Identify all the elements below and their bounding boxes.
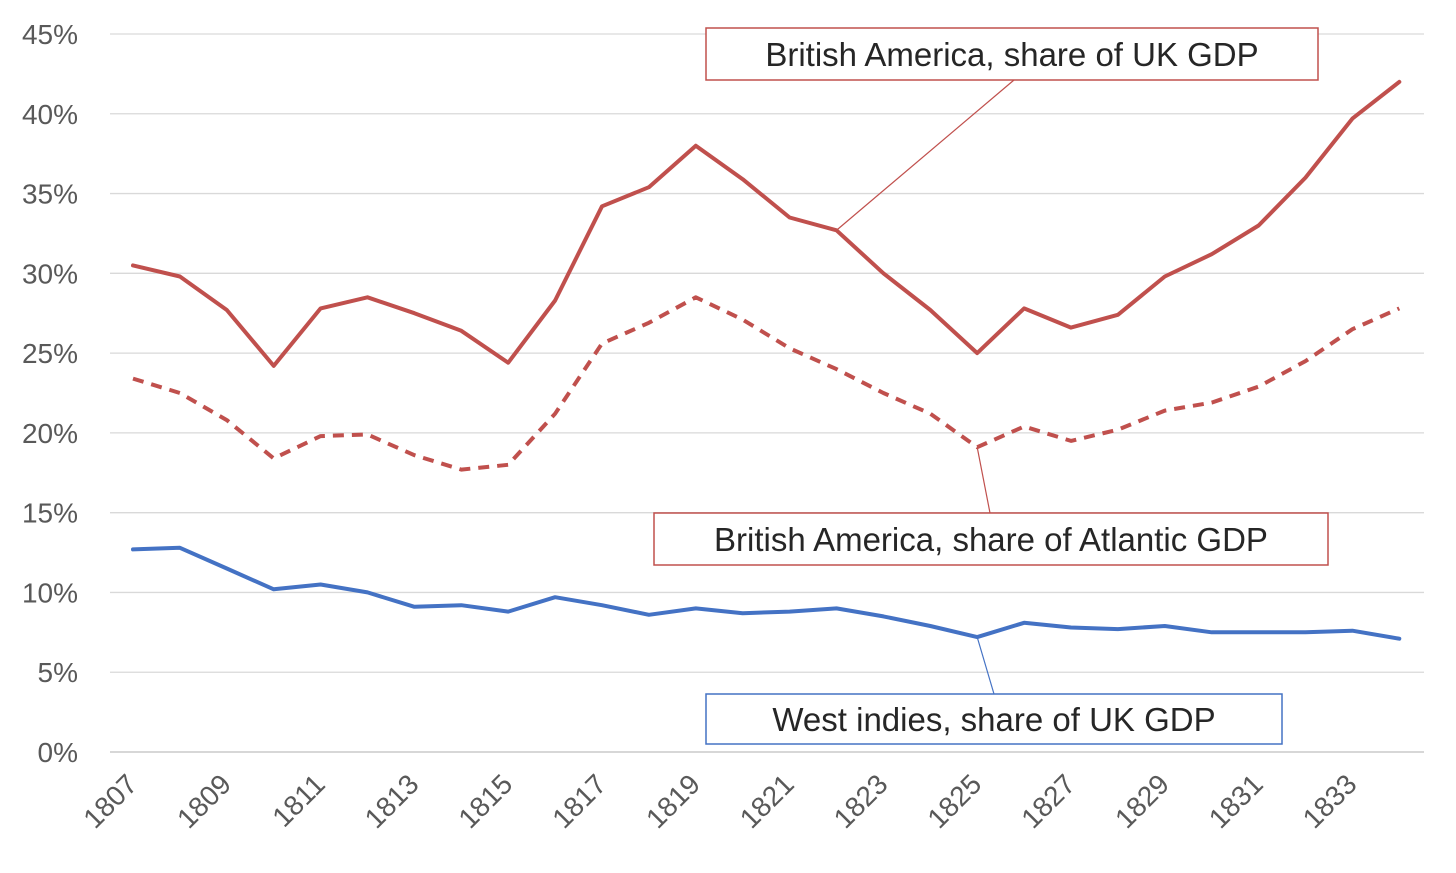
callout-leader-line [836, 79, 1015, 231]
callout-label: British America, share of Atlantic GDP [714, 521, 1268, 558]
callout-box [653, 512, 1329, 566]
x-tick-label: 1813 [359, 768, 425, 834]
x-tick-label: 1815 [452, 768, 518, 834]
x-tick-label: 1811 [266, 768, 331, 833]
y-tick-label: 40% [22, 99, 78, 130]
x-tick-label: 1825 [921, 768, 987, 834]
gridlines [110, 33, 1424, 753]
x-axis-tick-labels: 1807 1809 1811 1813 1815 1817 1819 1821 1823 1825… [77, 768, 1362, 834]
x-tick-label: 1809 [171, 768, 237, 834]
x-tick-label: 1829 [1109, 768, 1175, 834]
y-tick-label: 20% [22, 418, 78, 449]
series-line-3 [131, 545, 1402, 641]
x-tick-label: 1831 [1203, 768, 1269, 834]
y-tick-label: 45% [22, 19, 78, 50]
y-tick-label: 35% [22, 179, 78, 210]
callout-box [705, 27, 1319, 81]
callout-leader-line [976, 636, 995, 695]
series-lines [131, 79, 1402, 641]
x-tick-label: 1819 [640, 768, 706, 834]
callout-label: West indies, share of UK GDP [772, 701, 1215, 738]
callout-label: British America, share of UK GDP [765, 36, 1258, 73]
series-line-1 [131, 79, 1402, 368]
y-tick-label: 10% [22, 577, 78, 608]
x-tick-label: 1821 [734, 768, 800, 834]
x-tick-label: 1823 [828, 768, 894, 834]
series-line-2 [132, 295, 1401, 472]
y-tick-label: 30% [22, 258, 78, 289]
y-tick-label: 25% [22, 338, 78, 369]
x-tick-label: 1827 [1015, 768, 1081, 834]
x-tick-label: 1833 [1297, 768, 1363, 834]
x-tick-label: 1817 [546, 768, 612, 834]
y-tick-label: 0% [38, 737, 78, 768]
y-tick-label: 5% [38, 657, 78, 688]
y-axis-tick-labels: 0% 5% 10% 15% 20% 25% 30% 35% 40% 45% [22, 19, 78, 768]
y-tick-label: 15% [22, 498, 78, 529]
x-tick-label: 1807 [77, 768, 143, 834]
callouts: British America, share of UK GDP British … [653, 27, 1329, 745]
callout-leader-line [976, 447, 991, 514]
callout-box [705, 693, 1283, 745]
